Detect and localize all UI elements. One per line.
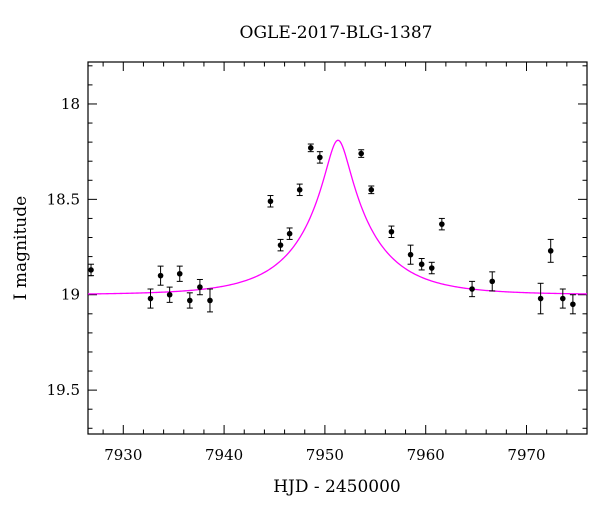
point-marker bbox=[547, 248, 554, 254]
point-marker bbox=[570, 301, 576, 308]
x-tick-labels: 7930 7940 7950 7960 7970 bbox=[104, 446, 545, 464]
point-marker bbox=[147, 295, 154, 302]
point-marker bbox=[317, 154, 323, 161]
y-tick-label: 18.5 bbox=[47, 190, 80, 208]
data-point bbox=[286, 227, 293, 240]
point-marker bbox=[88, 267, 94, 273]
x-tick-label: 7930 bbox=[104, 446, 142, 464]
data-point bbox=[307, 143, 314, 153]
data-point bbox=[166, 286, 173, 303]
point-marker bbox=[537, 295, 544, 302]
point-marker bbox=[207, 297, 213, 304]
data-point bbox=[358, 149, 365, 158]
point-marker bbox=[267, 198, 274, 205]
point-marker bbox=[286, 230, 293, 237]
point-marker bbox=[560, 295, 566, 302]
plot-frame bbox=[87, 61, 588, 435]
x-tick-label: 7940 bbox=[205, 446, 243, 464]
data-point bbox=[88, 263, 95, 277]
data-point bbox=[316, 151, 323, 164]
point-marker bbox=[439, 221, 445, 227]
y-tick-label: 19.5 bbox=[47, 381, 80, 399]
data-point bbox=[489, 271, 496, 292]
point-marker bbox=[368, 187, 375, 193]
data-point bbox=[196, 278, 203, 296]
x-tick-label: 7950 bbox=[306, 446, 344, 464]
data-point bbox=[569, 294, 576, 315]
data-point bbox=[428, 261, 435, 275]
point-marker bbox=[428, 265, 435, 271]
data-point bbox=[267, 195, 274, 208]
data-point bbox=[559, 288, 566, 309]
data-point bbox=[438, 217, 445, 231]
point-marker bbox=[489, 278, 496, 285]
y-tick-label: 18 bbox=[61, 95, 80, 113]
y-tick-labels: 18 18.5 19 19.5 bbox=[47, 95, 80, 399]
point-marker bbox=[197, 284, 203, 290]
data-point bbox=[388, 225, 395, 239]
data-point bbox=[547, 238, 554, 263]
data-point bbox=[176, 265, 183, 282]
point-marker bbox=[176, 270, 183, 277]
point-marker bbox=[407, 251, 414, 258]
y-axis-label: I magnitude bbox=[11, 196, 31, 300]
data-point bbox=[537, 282, 544, 315]
data-points bbox=[88, 143, 576, 315]
data-point bbox=[368, 185, 375, 195]
data-point bbox=[157, 265, 164, 286]
y-ticks bbox=[88, 65, 587, 429]
point-marker bbox=[469, 286, 475, 292]
data-point bbox=[296, 183, 303, 197]
data-point bbox=[469, 280, 476, 298]
y-tick-label: 19 bbox=[61, 286, 80, 304]
point-marker bbox=[187, 297, 193, 304]
point-marker bbox=[277, 242, 284, 248]
x-ticks bbox=[102, 62, 588, 434]
point-marker bbox=[307, 145, 314, 151]
x-tick-label: 7960 bbox=[407, 446, 445, 464]
x-tick-label: 7970 bbox=[507, 446, 545, 464]
chart-title: OGLE-2017-BLG-1387 bbox=[240, 23, 433, 43]
data-point bbox=[186, 292, 193, 309]
data-point bbox=[277, 238, 284, 252]
point-marker bbox=[296, 187, 303, 193]
point-marker bbox=[388, 228, 395, 235]
data-point bbox=[407, 244, 414, 265]
model-curve bbox=[87, 139, 588, 295]
point-marker bbox=[358, 150, 364, 157]
data-point bbox=[418, 257, 425, 271]
point-marker bbox=[418, 261, 425, 268]
x-axis-label: HJD - 2450000 bbox=[273, 477, 401, 497]
data-point bbox=[206, 288, 213, 313]
data-point bbox=[147, 288, 154, 309]
point-marker bbox=[157, 272, 164, 279]
point-marker bbox=[166, 291, 173, 298]
